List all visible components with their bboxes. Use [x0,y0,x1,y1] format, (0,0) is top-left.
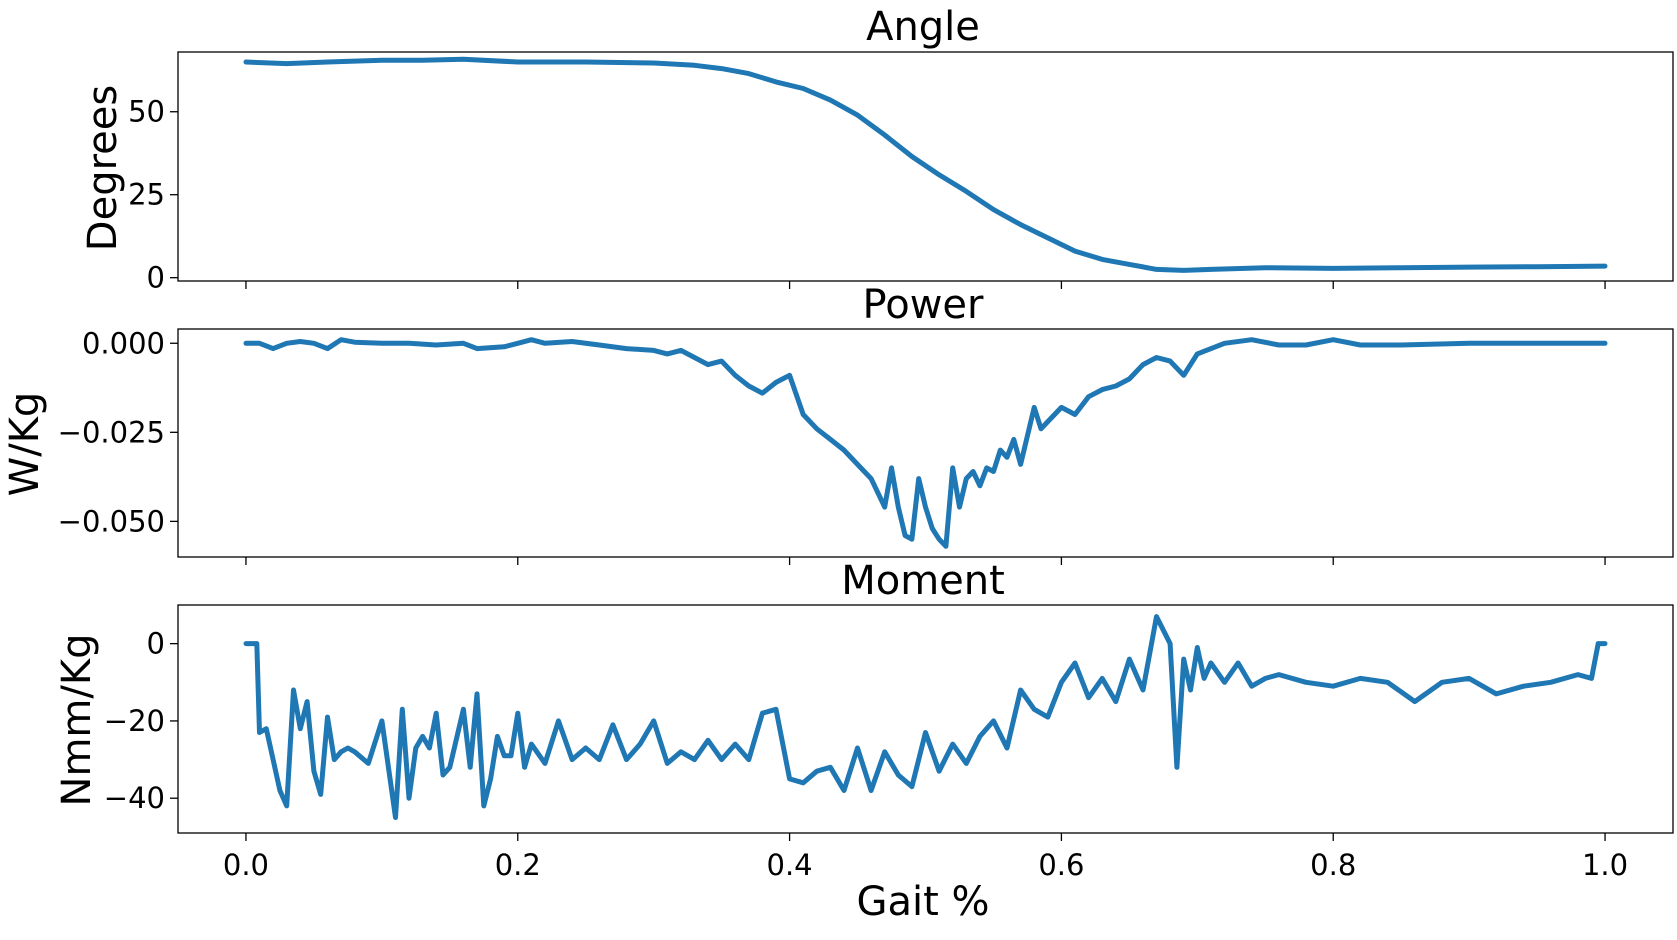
xtick-label-moment: 0.2 [495,848,541,882]
xtick-label-moment: 1.0 [1582,848,1628,882]
xlabel-moment: Gait % [856,879,989,925]
plot-frame-moment [177,604,1674,834]
plot-frame-angle [177,51,1674,282]
xtick-label-moment: 0.0 [223,848,269,882]
ytick-label-power: 0.000 [82,326,165,360]
ticks-angle: 0 25 50 [128,95,1606,295]
chart-title-moment: Moment [841,558,1005,604]
ytick-label-moment: −20 [104,704,165,738]
series-line-angle [243,56,1608,273]
ytick-label-power: −0.025 [58,415,165,449]
ylabel-power: W/Kg [2,392,48,497]
xtick-label-moment: 0.6 [1038,848,1084,882]
ticks-moment: 0 −20 −40 0.0 0.2 0.4 0.6 0.8 1.0 [104,627,1628,882]
xtick-label-moment: 0.4 [767,848,813,882]
ytick-label-angle: 25 [128,178,165,212]
series-line-moment [243,614,1608,820]
series-line-power [243,337,1608,549]
xtick-label-moment: 0.8 [1310,848,1356,882]
ytick-label-moment: 0 [147,627,165,661]
ylabel-moment: Nmm/Kg [54,634,100,807]
ytick-label-moment: −40 [104,781,165,815]
ytick-label-angle: 50 [128,95,165,129]
panel-angle: Angle Degrees 0 25 50 [80,4,1674,295]
ticks-power: 0.000 −0.025 −0.050 [58,326,1606,565]
ytick-label-power: −0.050 [58,504,165,538]
plot-frame-power [177,328,1674,558]
ytick-label-angle: 0 [147,261,165,295]
ylabel-angle: Degrees [80,85,126,251]
chart-title-angle: Angle [866,4,980,50]
panel-power: Power W/Kg 0.000 −0.025 −0.050 [2,282,1674,565]
chart-title-power: Power [863,282,984,328]
panel-moment: Moment Nmm/Kg 0−20−400.0 0.2 0.4 0.6 0.8 1.0 … [54,558,1674,925]
